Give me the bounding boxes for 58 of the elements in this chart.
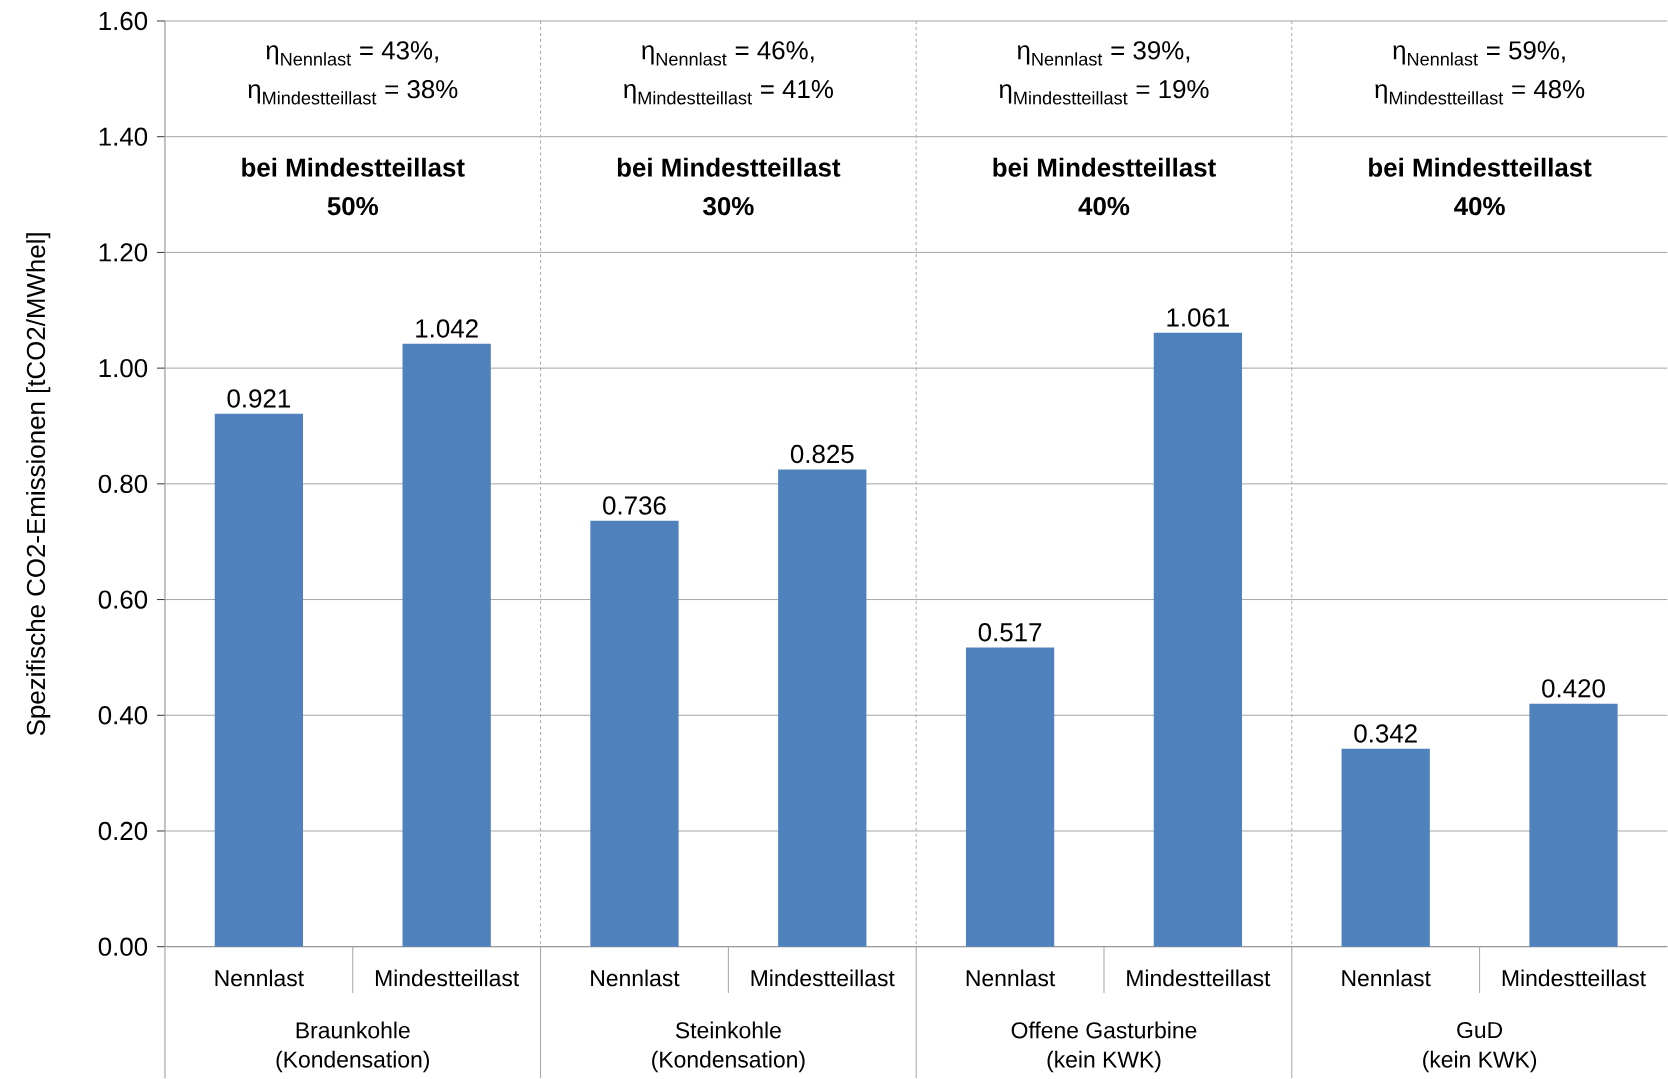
y-tick-label: 0.20 [98, 821, 148, 841]
y-tick-label: 0.40 [98, 706, 148, 725]
annotation: $\text{η}_{\text{Mindestteillast}}\text{ = 38\%}$ [248, 80, 458, 105]
data-label: 0.517 [978, 623, 1042, 642]
bar [1153, 332, 1243, 947]
bar [214, 413, 303, 947]
annotation: $\text{η}_{\text{Nennlast}}\text{ = 46\%,}$ [642, 41, 814, 66]
bar [1529, 703, 1618, 947]
y-axis-title: Spezifische CO2-Emissionen [tCO2/MWhel] [26, 233, 51, 736]
y-tick-label: 0.80 [98, 474, 148, 494]
bar [402, 343, 491, 947]
data-label: 0.420 [1542, 679, 1605, 698]
x-tick-label: Mindestteillast [1502, 969, 1646, 987]
y-tick-label: 0.60 [98, 590, 148, 609]
annotation: 30% [703, 197, 754, 216]
bar [778, 469, 867, 947]
annotation: $\text{η}_{\text{Mindestteillast}}\text{ = 48\%}$ [1375, 80, 1585, 105]
annotation: 50% [327, 197, 378, 216]
y-tick-label: 0.00 [98, 937, 148, 956]
data-label: 0.342 [1354, 724, 1417, 743]
annotation: bei Mindestteillast [242, 157, 465, 177]
annotation: 40% [1078, 197, 1130, 216]
x-tick-label: Nennlast [215, 969, 304, 987]
annotation: $\text{η}_{\text{Mindestteillast}}\text{ = 41\%}$ [624, 80, 833, 105]
data-label: 0.921 [227, 389, 290, 408]
text: (Kondensation) [652, 1050, 805, 1073]
bar [1341, 748, 1430, 947]
text: Steinkohle [675, 1021, 781, 1039]
y-tick-label: 1.60 [99, 11, 148, 31]
y-tick-label: 1.00 [99, 359, 148, 378]
annotation: bei Mindestteillast [1369, 157, 1592, 177]
bar [965, 647, 1055, 947]
x-tick-label: Nennlast [966, 969, 1056, 987]
x-tick-label: Mindestteillast [751, 969, 895, 987]
text: (kein KWK) [1047, 1050, 1161, 1073]
text: Offene Gasturbine [1011, 1021, 1197, 1039]
annotation: $\text{η}_{\text{Nennlast}}\text{ = 59\%,}$ [1393, 41, 1565, 66]
data-label: 0.736 [603, 496, 666, 515]
annotation: bei Mindestteillast [617, 157, 841, 177]
text: GuD [1457, 1022, 1503, 1039]
annotation: $\text{η}_{\text{Mindestteillast}}\text{ = 19\%}$ [999, 80, 1209, 105]
data-label: 1.061 [1167, 308, 1230, 327]
annotation: $\text{η}_{\text{Nennlast}}\text{ = 43\%,}$ [266, 41, 438, 66]
text: Braunkohle [296, 1021, 410, 1039]
y-tick-label: 1.40 [99, 127, 148, 146]
data-label: 1.042 [416, 319, 478, 338]
annotation: $\text{η}_{\text{Nennlast}}\text{ = 39\%,}$ [1017, 41, 1190, 66]
x-tick-label: Mindestteillast [1127, 969, 1271, 987]
text: (kein KWK) [1423, 1050, 1537, 1073]
x-tick-label: Nennlast [1342, 969, 1431, 987]
data-label: 0.825 [790, 444, 854, 464]
annotation: 40% [1454, 197, 1505, 216]
y-tick-label: 1.20 [99, 243, 148, 262]
text: (Kondensation) [276, 1050, 429, 1073]
x-tick-label: Mindestteillast [375, 969, 520, 987]
bar [590, 521, 679, 947]
annotation: bei Mindestteillast [993, 157, 1216, 177]
x-tick-label: Nennlast [591, 969, 680, 987]
